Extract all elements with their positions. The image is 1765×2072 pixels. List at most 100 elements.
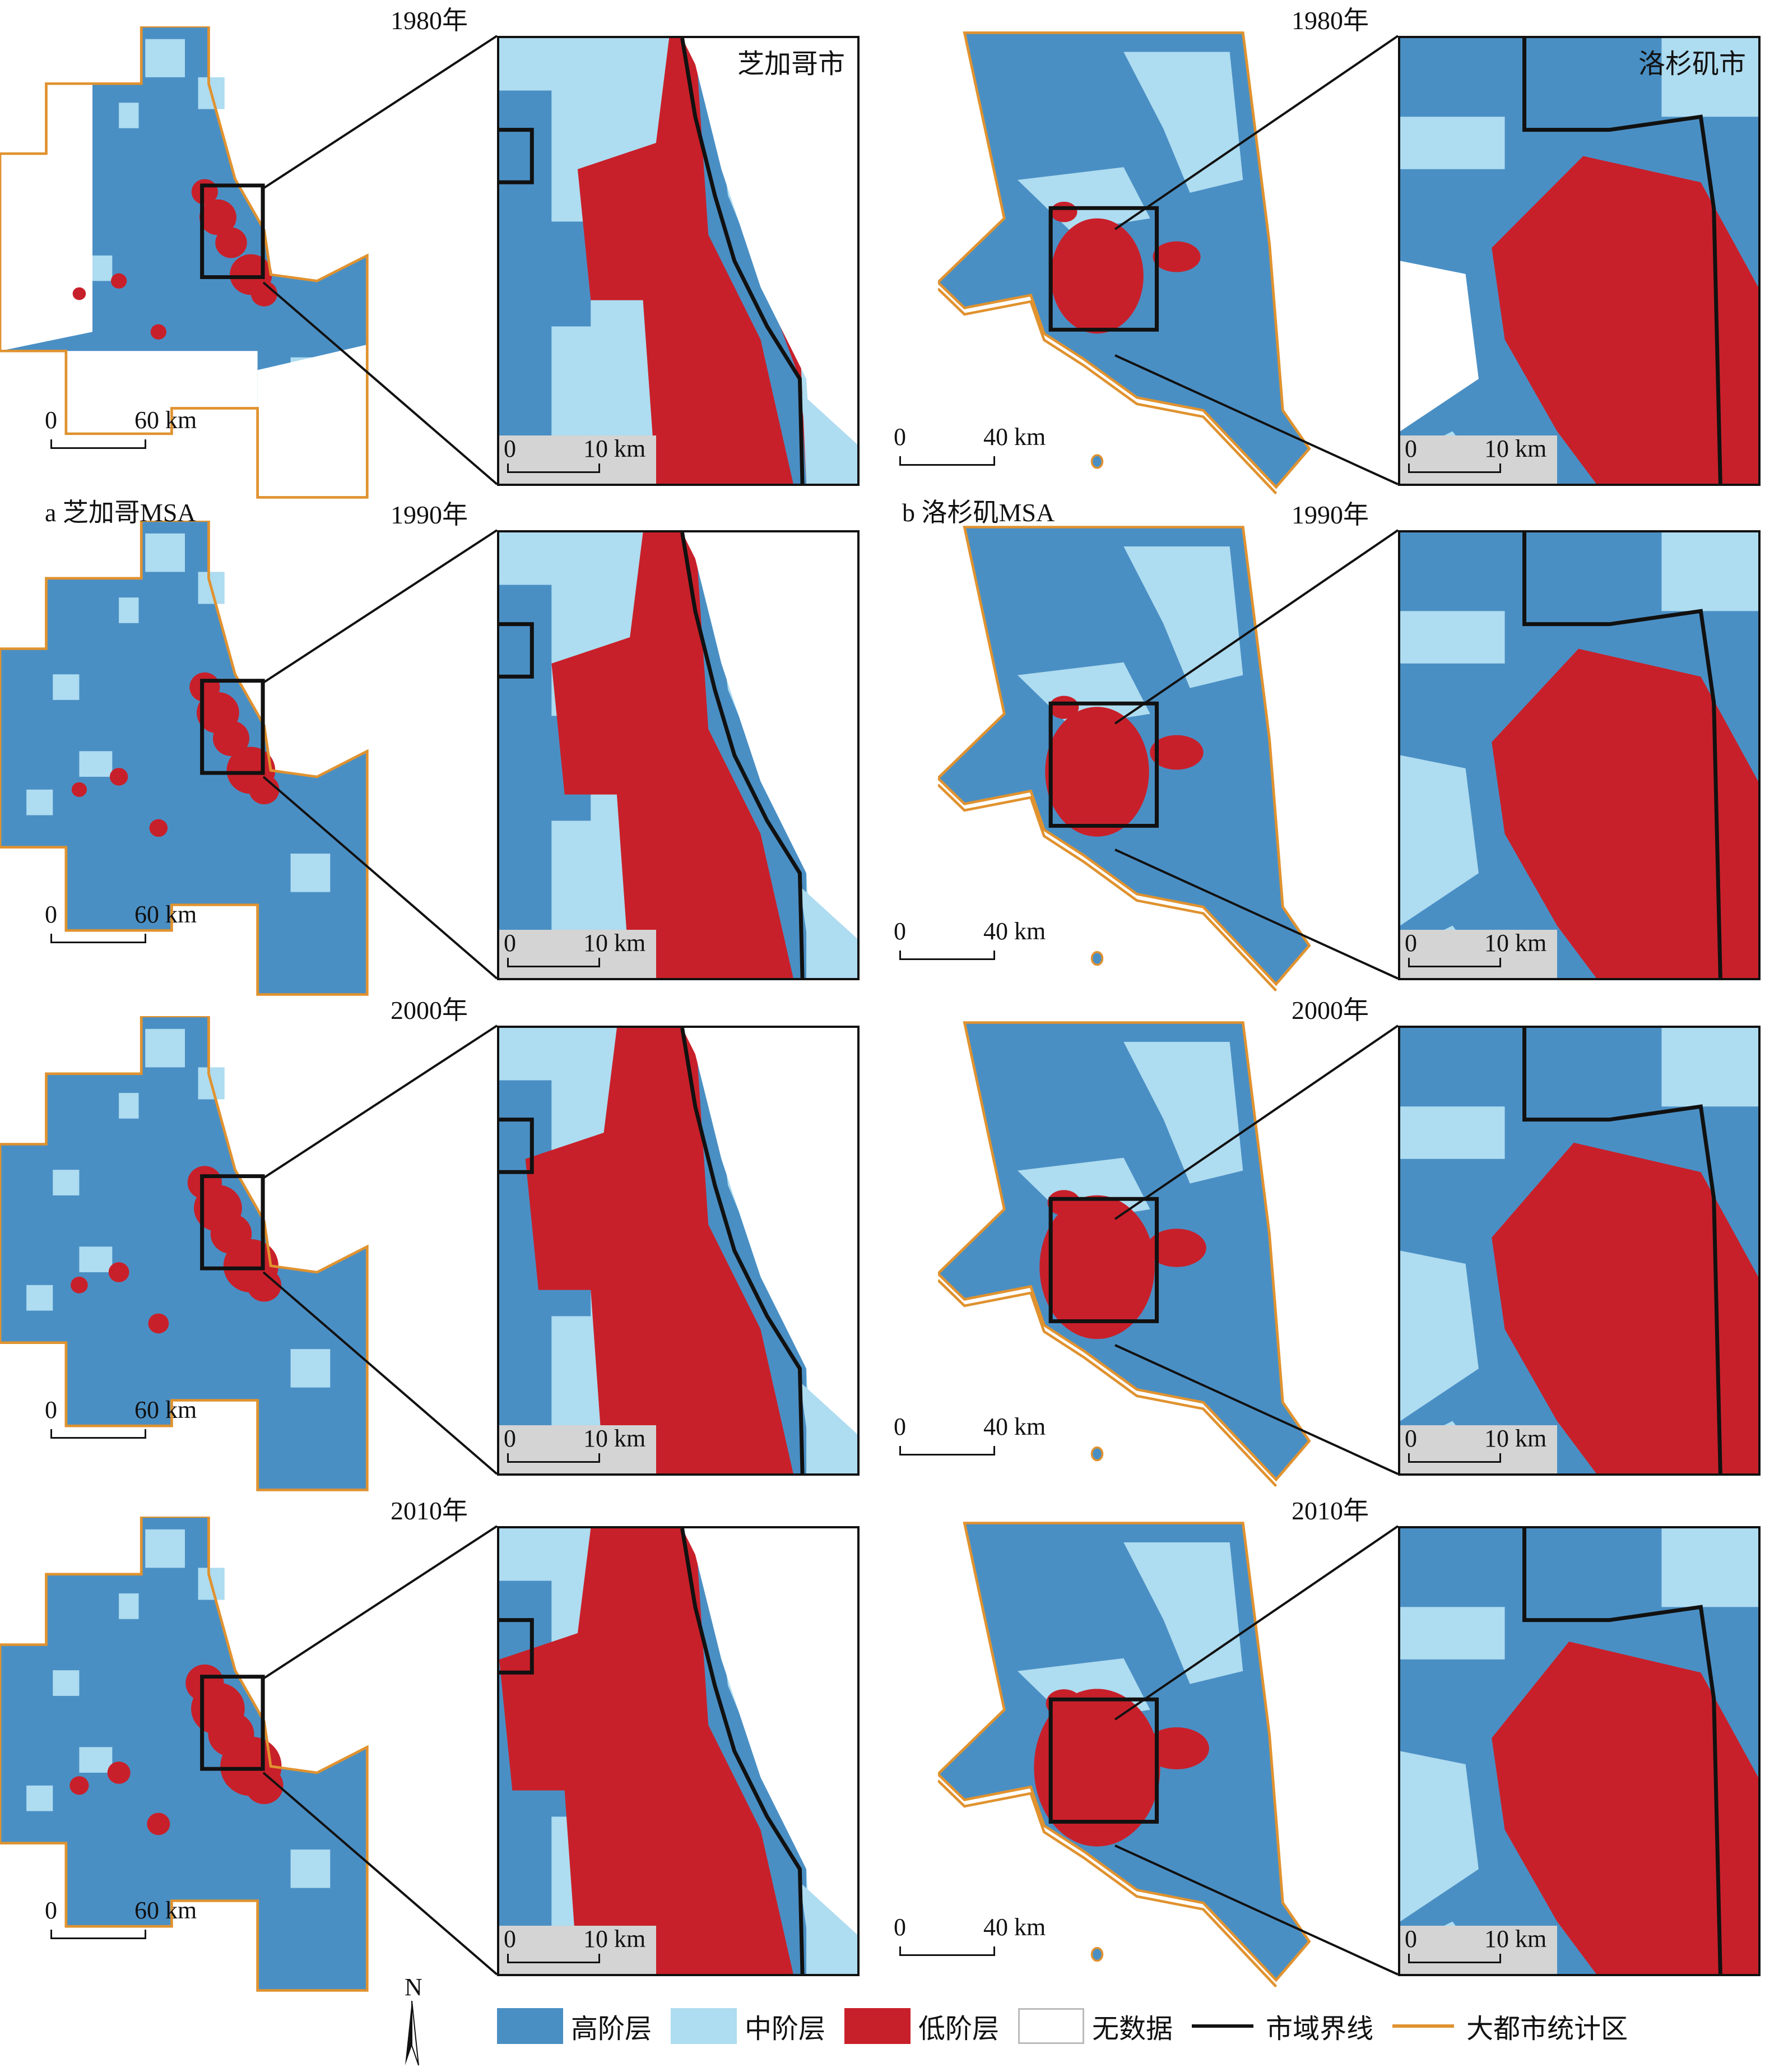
chicago-overview-scale-bar: [50, 934, 146, 943]
la-inset-scale-max: 10 km: [1484, 435, 1547, 462]
chicago-inset-scale-zero: 0: [504, 1425, 516, 1452]
la-inset-scale-bar: [1408, 958, 1501, 967]
la-overview-scale-zero: 0: [894, 423, 906, 451]
la-inset-scale: 0 10 km: [1400, 929, 1557, 978]
chicago-inset-scale: 0 10 km: [499, 929, 656, 978]
la-inset-map-1: 0 10 km: [1398, 530, 1761, 980]
chicago-inset-scale-zero: 0: [504, 435, 516, 462]
la-inset-scale-zero: 0: [1405, 929, 1417, 957]
la-zoom-connector-2: [1114, 1025, 1399, 1475]
la-city-label: 洛杉矶市: [1638, 49, 1746, 79]
north-arrow: N: [392, 1973, 437, 2068]
la-overview-scale-bar: [899, 1946, 995, 1956]
la-overview-map-1: [938, 521, 1336, 997]
legend-item-4: 市域界线: [1192, 2006, 1373, 2046]
chicago-overview-scale-zero: 0: [45, 1897, 57, 1924]
chicago-overview-scale-max: 60 km: [134, 901, 197, 928]
la-inset-map-3: 0 10 km: [1398, 1526, 1761, 1976]
chicago-overview-scale-max: 60 km: [134, 1897, 197, 1924]
la-overview-map-0: [938, 26, 1336, 500]
legend: 高阶层 中阶层 低阶层 无数据 市域界线 大都市统计区: [497, 2004, 1647, 2048]
la-year-label-2: 2000年: [1292, 996, 1369, 1025]
la-overview-scale-bar: [899, 456, 995, 466]
la-inset-scale-zero: 0: [1405, 1425, 1417, 1452]
la-inset-map-0: 洛杉矶市 0 10 km: [1398, 36, 1761, 486]
legend-swatch-3: [1018, 2008, 1085, 2044]
legend-line-4: [1192, 2024, 1254, 2028]
chicago-inset-scale-bar: [507, 1954, 600, 1963]
legend-label-1: 中阶层: [745, 2014, 826, 2044]
la-inset-scale-bar: [1408, 463, 1501, 473]
la-inset-scale: 0 10 km: [1400, 435, 1557, 484]
chicago-inset-map-0: 芝加哥市 0 10 km: [497, 36, 860, 486]
la-inset-scale-zero: 0: [1405, 435, 1417, 462]
legend-label-0: 高阶层: [571, 2014, 652, 2044]
la-year-label-1: 1990年: [1292, 500, 1369, 529]
la-zoom-connector-0: [1114, 35, 1399, 485]
legend-swatch-1: [671, 2008, 737, 2044]
chicago-inset-map-2: 0 10 km: [497, 1026, 860, 1476]
legend-item-3: 无数据: [1018, 2006, 1173, 2046]
chicago-year-label-3: 2010年: [391, 1496, 468, 1525]
chicago-inset-scale-bar: [507, 958, 600, 967]
la-overview-scale-zero: 0: [894, 1413, 906, 1440]
la-year-label-3: 2010年: [1292, 1496, 1369, 1525]
chicago-year-label-1: 1990年: [391, 500, 468, 529]
chicago-zoom-connector-3: [262, 1525, 498, 1976]
la-overview-map-3: [938, 1517, 1336, 1993]
chicago-overview-map-2: [0, 1016, 370, 1492]
chicago-inset-scale-max: 10 km: [583, 1925, 646, 1953]
legend-item-0: 高阶层: [497, 2006, 652, 2046]
chicago-overview-map-0: [0, 26, 370, 500]
legend-line-5: [1392, 2024, 1455, 2028]
chicago-inset-scale-max: 10 km: [583, 435, 646, 462]
la-inset-scale: 0 10 km: [1400, 1425, 1557, 1473]
la-year-label-0: 1980年: [1292, 6, 1369, 35]
chicago-overview-scale-max: 60 km: [134, 406, 197, 434]
legend-item-1: 中阶层: [671, 2006, 825, 2046]
chicago-inset-scale-zero: 0: [504, 929, 516, 957]
la-zoom-connector-1: [1114, 529, 1399, 980]
la-overview-scale-max: 40 km: [983, 1413, 1046, 1440]
la-overview-scale-bar: [899, 951, 995, 960]
north-label: N: [405, 1973, 422, 2001]
chicago-inset-scale: 0 10 km: [499, 1425, 656, 1473]
chicago-panel-label: a 芝加哥MSA: [45, 498, 196, 527]
la-overview-scale-bar: [899, 1446, 995, 1456]
la-overview-scale-max: 40 km: [983, 423, 1046, 451]
la-inset-map-2: 0 10 km: [1398, 1026, 1761, 1476]
chicago-inset-scale: 0 10 km: [499, 435, 656, 484]
legend-item-5: 大都市统计区: [1392, 2006, 1628, 2046]
chicago-year-label-2: 2000年: [391, 996, 468, 1025]
la-overview-map-2: [938, 1016, 1336, 1492]
legend-label-3: 无数据: [1092, 2014, 1173, 2044]
la-inset-scale-max: 10 km: [1484, 929, 1547, 957]
chicago-overview-scale-zero: 0: [45, 901, 57, 928]
legend-item-2: 低阶层: [844, 2006, 999, 2046]
chicago-zoom-connector-0: [262, 35, 498, 485]
legend-label-5: 大都市统计区: [1466, 2014, 1628, 2044]
la-inset-scale-zero: 0: [1405, 1925, 1417, 1953]
chicago-inset-scale-bar: [507, 1453, 600, 1463]
legend-swatch-0: [497, 2008, 563, 2044]
chicago-inset-map-1: 0 10 km: [497, 530, 860, 980]
chicago-inset-scale-bar: [507, 463, 600, 473]
chicago-inset-scale: 0 10 km: [499, 1925, 656, 1974]
chicago-zoom-connector-1: [262, 529, 498, 980]
chicago-year-label-0: 1980年: [391, 6, 468, 35]
la-inset-scale-max: 10 km: [1484, 1425, 1547, 1452]
chicago-inset-scale-max: 10 km: [583, 1425, 646, 1452]
la-inset-scale-bar: [1408, 1453, 1501, 1463]
la-overview-scale-max: 40 km: [983, 1913, 1046, 1941]
la-inset-scale: 0 10 km: [1400, 1925, 1557, 1974]
la-overview-scale-max: 40 km: [983, 917, 1046, 945]
north-arrow-icon: [405, 2001, 419, 2066]
chicago-overview-scale-zero: 0: [45, 406, 57, 434]
chicago-overview-scale-bar: [50, 1429, 146, 1439]
legend-label-2: 低阶层: [918, 2014, 1000, 2044]
chicago-overview-map-3: [0, 1517, 370, 1993]
chicago-inset-scale-max: 10 km: [583, 929, 646, 957]
la-inset-scale-max: 10 km: [1484, 1925, 1547, 1953]
chicago-zoom-connector-2: [262, 1025, 498, 1475]
legend-swatch-2: [844, 2008, 911, 2044]
